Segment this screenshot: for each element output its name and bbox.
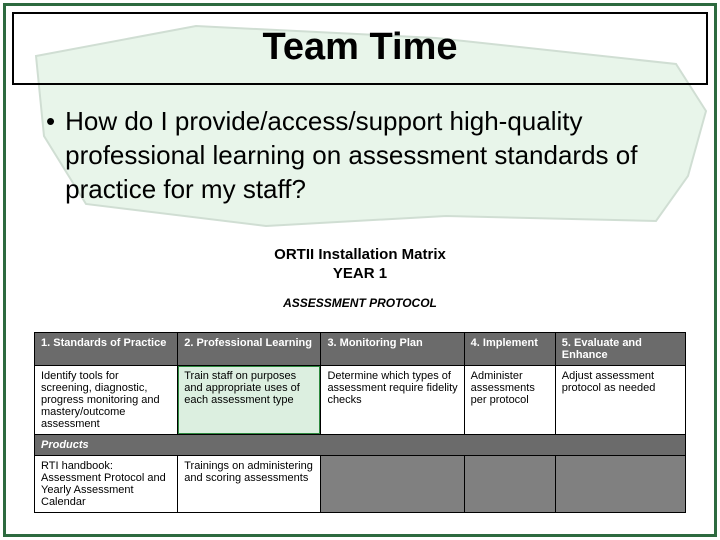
installation-matrix-table: 1. Standards of Practice 2. Professional… [34, 332, 686, 513]
cell-prod-4-dim [464, 456, 555, 513]
slide-frame: Team Time • How do I provide/access/supp… [3, 3, 717, 537]
cell-desc-1: Identify tools for screening, diagnostic… [35, 366, 178, 435]
cell-prod-3-dim [321, 456, 464, 513]
table-header-row: 1. Standards of Practice 2. Professional… [35, 333, 686, 366]
slide-title: Team Time [14, 26, 706, 69]
bullet-text: How do I provide/access/support high-qua… [65, 104, 674, 206]
col-header-2: 2. Professional Learning [178, 333, 321, 366]
matrix-panel: ORTII Installation Matrix YEAR 1 ASSESSM… [32, 242, 688, 524]
cell-desc-3: Determine which types of assessment requ… [321, 366, 464, 435]
matrix-table-wrap: 1. Standards of Practice 2. Professional… [32, 332, 688, 513]
table-row-products: RTI handbook: Assessment Protocol and Ye… [35, 456, 686, 513]
table-row-descriptions: Identify tools for screening, diagnostic… [35, 366, 686, 435]
matrix-title-line2: YEAR 1 [32, 265, 688, 282]
bullet-item: • How do I provide/access/support high-q… [46, 104, 674, 206]
col-header-5: 5. Evaluate and Enhance [555, 333, 685, 366]
matrix-title-line1: ORTII Installation Matrix [32, 246, 688, 263]
bullet-area: • How do I provide/access/support high-q… [46, 104, 674, 206]
bullet-marker: • [46, 104, 55, 138]
cell-prod-2: Trainings on administering and scoring a… [178, 456, 321, 513]
table-row-products-header: Products [35, 435, 686, 456]
col-header-4: 4. Implement [464, 333, 555, 366]
products-header: Products [35, 435, 686, 456]
col-header-1: 1. Standards of Practice [35, 333, 178, 366]
matrix-section-label: ASSESSMENT PROTOCOL [32, 296, 688, 310]
cell-prod-1: RTI handbook: Assessment Protocol and Ye… [35, 456, 178, 513]
cell-desc-5: Adjust assessment protocol as needed [555, 366, 685, 435]
cell-prod-5-dim [555, 456, 685, 513]
cell-desc-4: Administer assessments per protocol [464, 366, 555, 435]
col-header-3: 3. Monitoring Plan [321, 333, 464, 366]
cell-desc-2-highlighted: Train staff on purposes and appropriate … [178, 366, 321, 435]
title-bar: Team Time [12, 12, 708, 85]
